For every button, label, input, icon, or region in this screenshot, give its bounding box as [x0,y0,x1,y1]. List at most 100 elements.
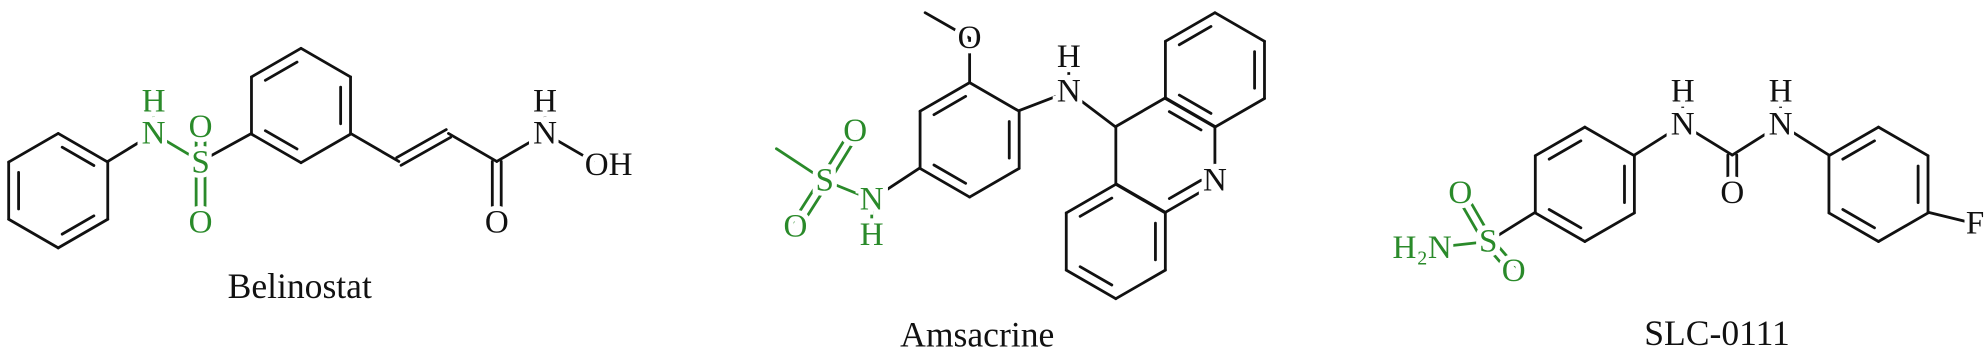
atom-label: H [142,84,166,120]
bond [775,147,827,182]
atom-label: O [958,20,982,56]
bond [1064,182,1118,215]
bond [1547,139,1583,161]
atom-label: H [1057,39,1081,75]
bond [1827,125,1880,158]
bond [1114,182,1167,215]
atom-label: OH [585,147,633,183]
bond [1064,268,1118,301]
bond [1486,210,1537,243]
bond [263,60,299,82]
bond [968,81,1021,113]
bond [56,132,110,164]
bond [399,135,453,167]
atom-label: N [1057,74,1081,110]
bonds [7,11,1977,301]
bond [1078,265,1114,287]
bond [918,167,972,199]
bond [1779,123,1831,157]
atom-label: S [816,163,834,199]
bond [1681,123,1734,157]
atom-label: N [142,115,166,151]
bond [1164,11,1217,43]
bond [1177,93,1213,115]
bond [1841,139,1876,161]
bond [1533,211,1587,243]
bond [263,129,299,151]
atom-label: H₂N [1393,230,1452,266]
atom-label: N [860,182,884,218]
bond [797,181,830,231]
atom-label: O [485,204,509,240]
bond [1163,96,1217,128]
atom-label: O [189,109,213,145]
bond [1483,243,1512,276]
atom-label: N [533,115,557,151]
atom-label: S [191,145,209,181]
bond [923,11,972,40]
bond [152,132,202,163]
bond [1490,237,1519,270]
bond [1167,178,1203,200]
bond [60,214,96,236]
bond [1078,196,1114,218]
bond [1633,123,1685,157]
bond [1429,240,1490,250]
bond [1177,25,1213,47]
bond [299,132,352,165]
bond [1167,110,1203,132]
atom-label: O [1720,175,1744,211]
atom-label: H [1671,74,1695,110]
bond [870,166,922,201]
bond [1841,208,1876,230]
atom-label: H [533,84,557,120]
molecule-name: Amsacrine [900,314,1054,354]
atom-label: O [843,113,867,149]
bond [1547,208,1583,230]
bond [918,81,972,113]
bond [1163,182,1217,214]
bond [250,46,303,79]
bond [819,127,853,180]
bond [1114,268,1167,301]
bond [790,176,823,226]
bond [932,163,968,185]
bond [299,46,352,79]
bond [395,128,448,159]
bond [1017,90,1071,112]
atom-label: N [1203,163,1227,199]
bond [250,132,303,165]
atom-label: N [1671,107,1695,143]
bond [199,132,253,163]
bond [7,217,60,250]
bond [827,131,861,185]
bond [932,94,968,117]
bond [7,132,60,164]
atom-label: O [1502,253,1526,289]
atom-label: O [784,208,808,244]
bond [1067,90,1118,129]
bond [1213,97,1266,129]
molecule-name: Belinostat [228,266,372,306]
bond [495,132,547,163]
bond [1583,125,1636,158]
atom-label: O [1448,175,1472,211]
atom-label: H [860,217,884,253]
atom-label: O [189,204,213,240]
bond [823,179,874,201]
bond [1533,125,1587,158]
atom-label: N [1769,107,1793,143]
bond [1827,211,1880,243]
bond [106,132,155,163]
atom-label: F [1966,206,1984,242]
bond [1730,123,1782,157]
bond [1114,96,1167,128]
bond [968,167,1021,199]
bond [349,132,401,163]
atom-label: S [1479,224,1497,260]
bond [60,145,96,167]
bond [543,132,595,163]
bond [447,132,499,163]
